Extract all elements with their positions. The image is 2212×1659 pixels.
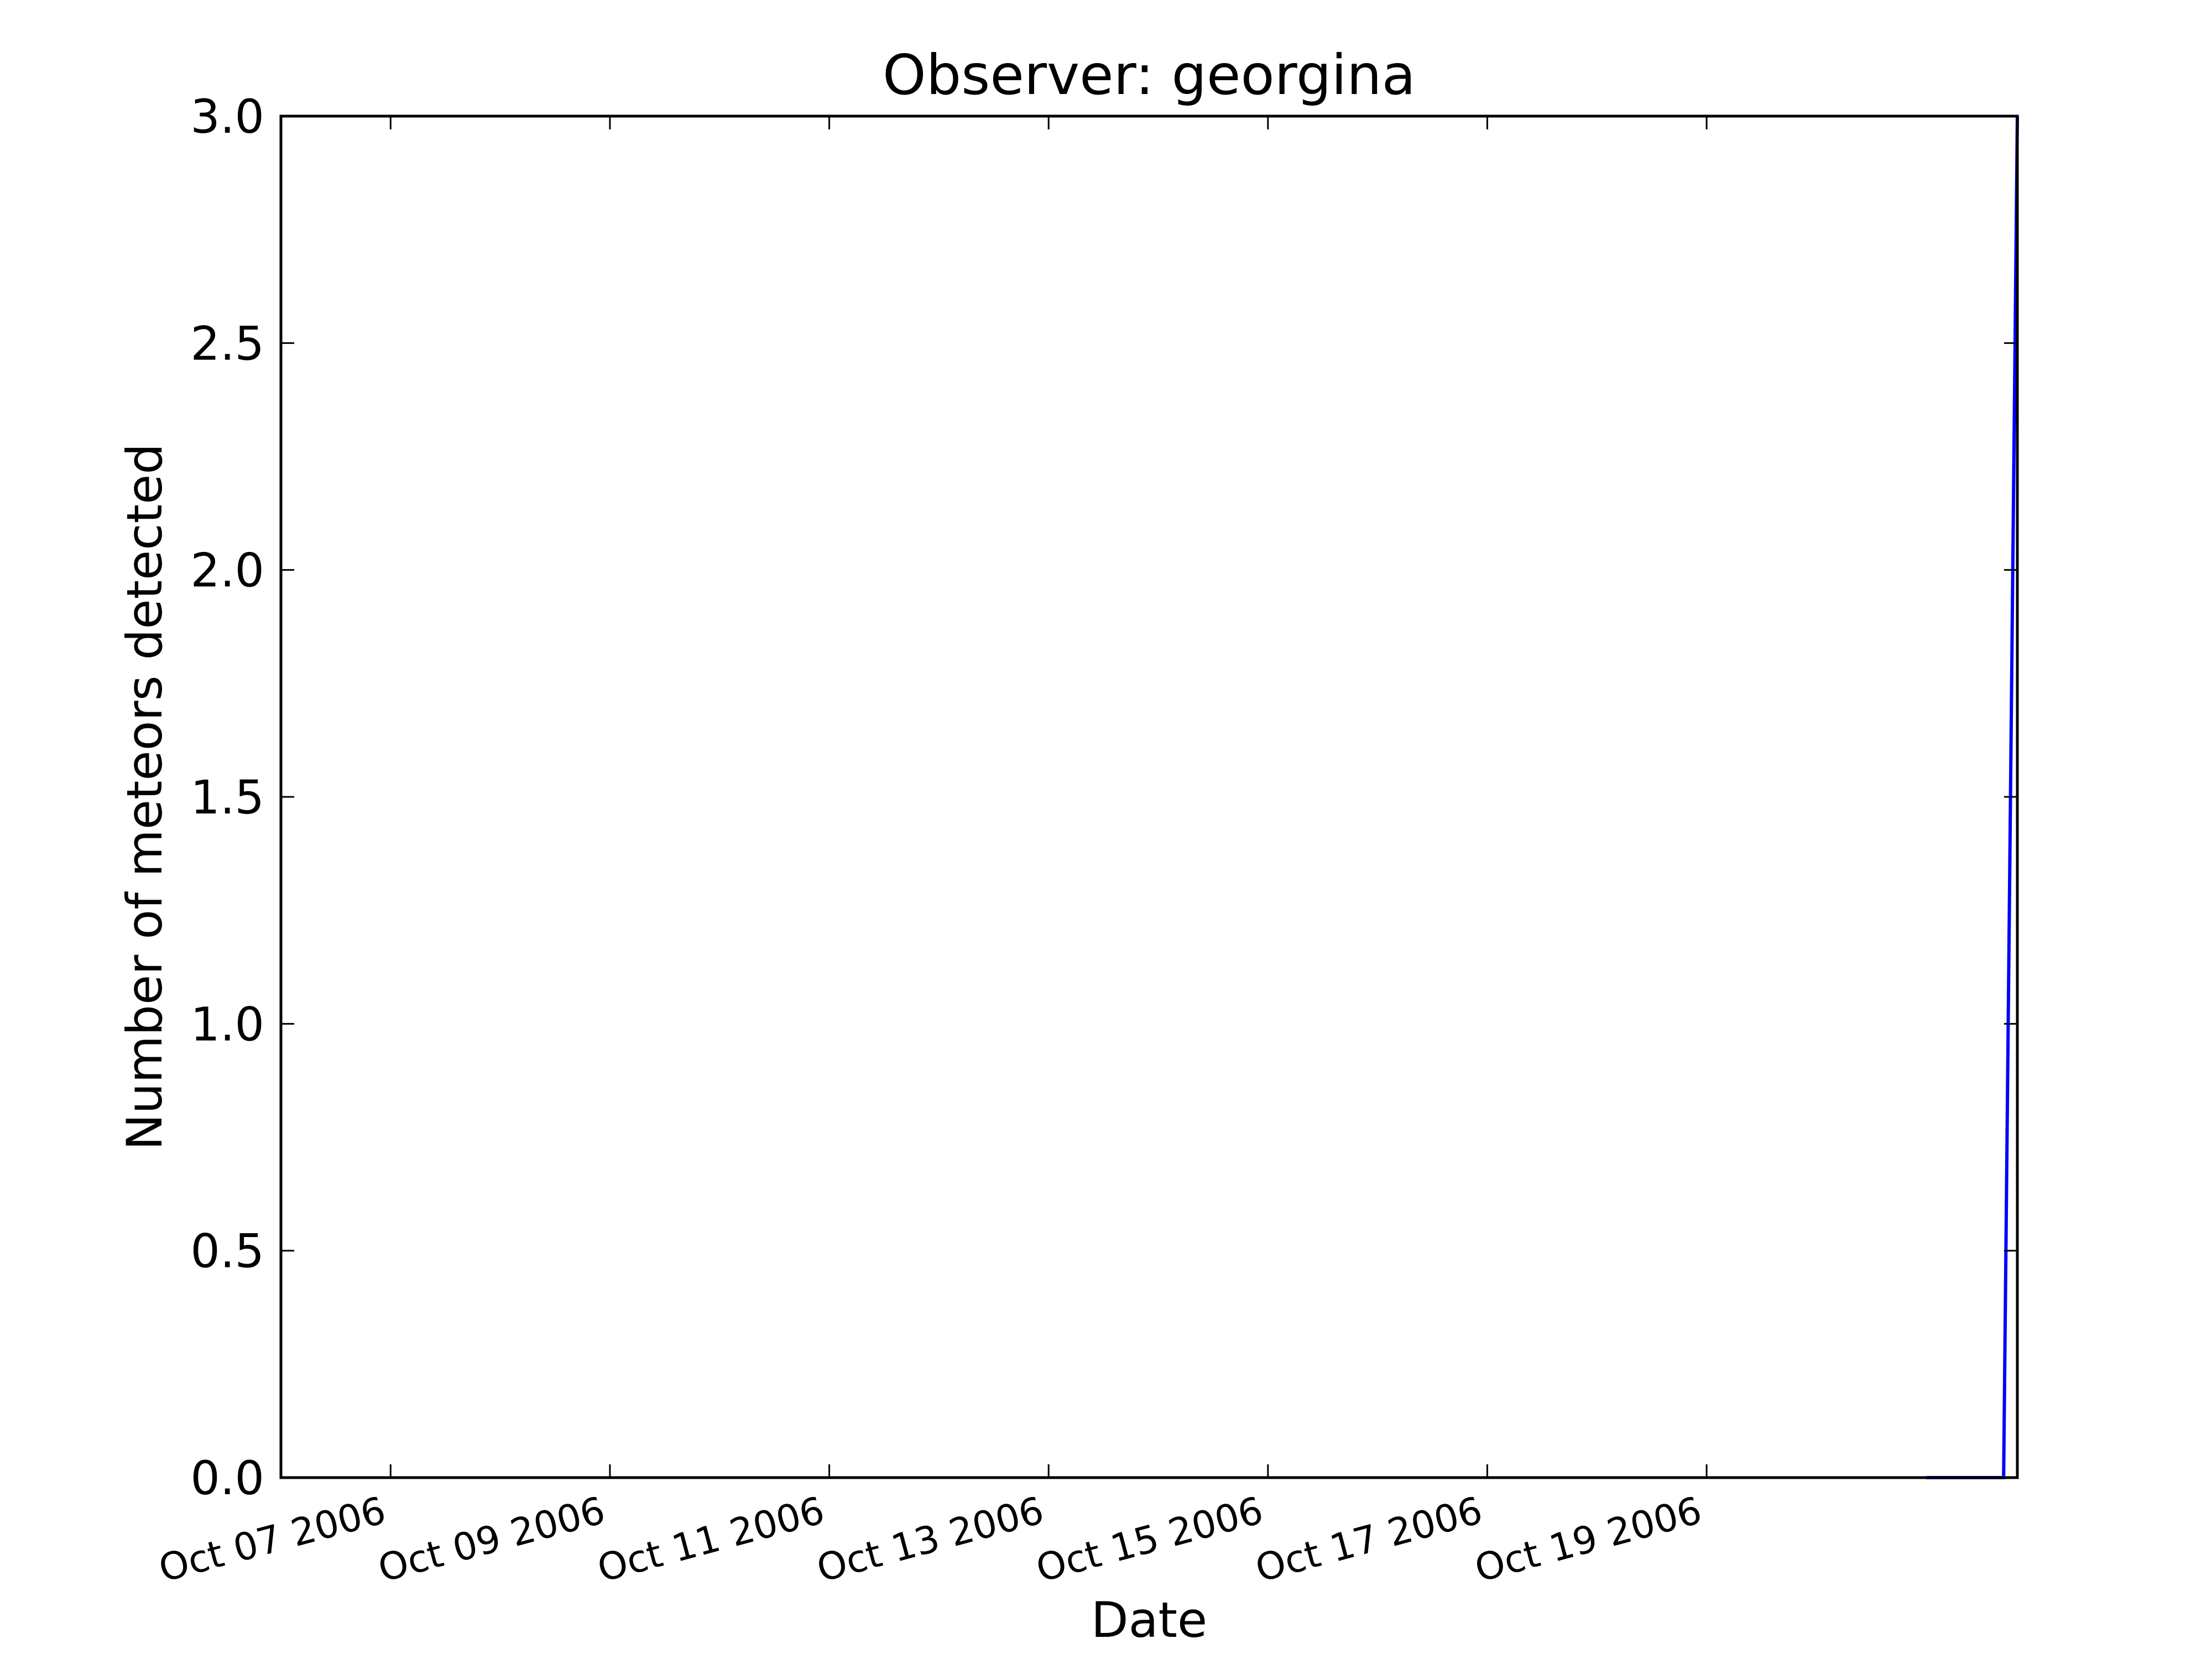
y-tick-label: 3.0: [190, 90, 264, 144]
x-tick-label: Oct 17 2006: [1251, 1489, 1487, 1591]
y-tick-label: 1.0: [190, 997, 264, 1051]
y-tick-label: 0.0: [190, 1451, 264, 1505]
x-tick-label: Oct 09 2006: [374, 1489, 610, 1591]
plot-frame: [279, 114, 2019, 1479]
plot-area: [281, 116, 2017, 1478]
x-tick-label: Oct 11 2006: [593, 1489, 829, 1591]
y-tick-label: 0.5: [190, 1224, 264, 1279]
y-ticks: 0.0 0.5 1.0 1.5 2.0 2.5 3.0: [190, 90, 2017, 1505]
x-tick-label: Oct 15 2006: [1032, 1489, 1268, 1591]
y-axis-label: Number of meteors detected: [116, 444, 173, 1150]
x-axis-label: Date: [1091, 1592, 1207, 1648]
y-tick-label: 2.5: [190, 316, 264, 371]
x-tick-label: Oct 19 2006: [1470, 1489, 1707, 1591]
y-tick-label: 1.5: [190, 770, 264, 825]
chart-title: Observer: georgina: [883, 43, 1416, 107]
y-tick-label: 2.0: [190, 544, 264, 598]
x-tick-label: Oct 13 2006: [812, 1489, 1048, 1591]
x-tick-label: Oct 07 2006: [154, 1489, 390, 1591]
